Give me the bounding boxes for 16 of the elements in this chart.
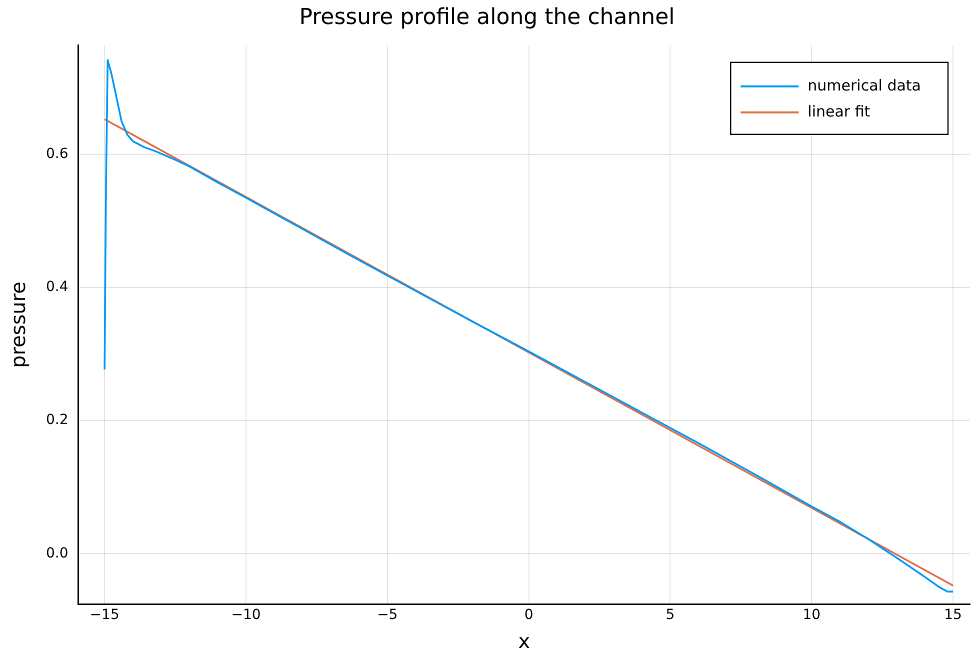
legend-label: numerical data xyxy=(808,76,922,94)
x-tick-label: −15 xyxy=(90,607,120,624)
x-tick-label: 15 xyxy=(944,607,962,624)
y-tick-label: 0.0 xyxy=(46,545,68,562)
y-tick-label: 0.6 xyxy=(46,146,68,162)
x-tick-label: −5 xyxy=(377,607,398,624)
x-tick-label: 5 xyxy=(666,607,675,624)
chart-title: Pressure profile along the channel xyxy=(299,4,675,30)
y-axis-title: pressure xyxy=(6,282,30,368)
y-tick-label: 0.2 xyxy=(46,412,68,428)
x-axis-title: x xyxy=(518,629,530,654)
x-tick-label: 10 xyxy=(802,607,821,624)
y-tick-label: 0.4 xyxy=(46,279,68,296)
x-tick-label: 0 xyxy=(524,607,534,624)
x-tick-label: −10 xyxy=(231,607,261,624)
legend-label: linear fit xyxy=(808,102,870,120)
